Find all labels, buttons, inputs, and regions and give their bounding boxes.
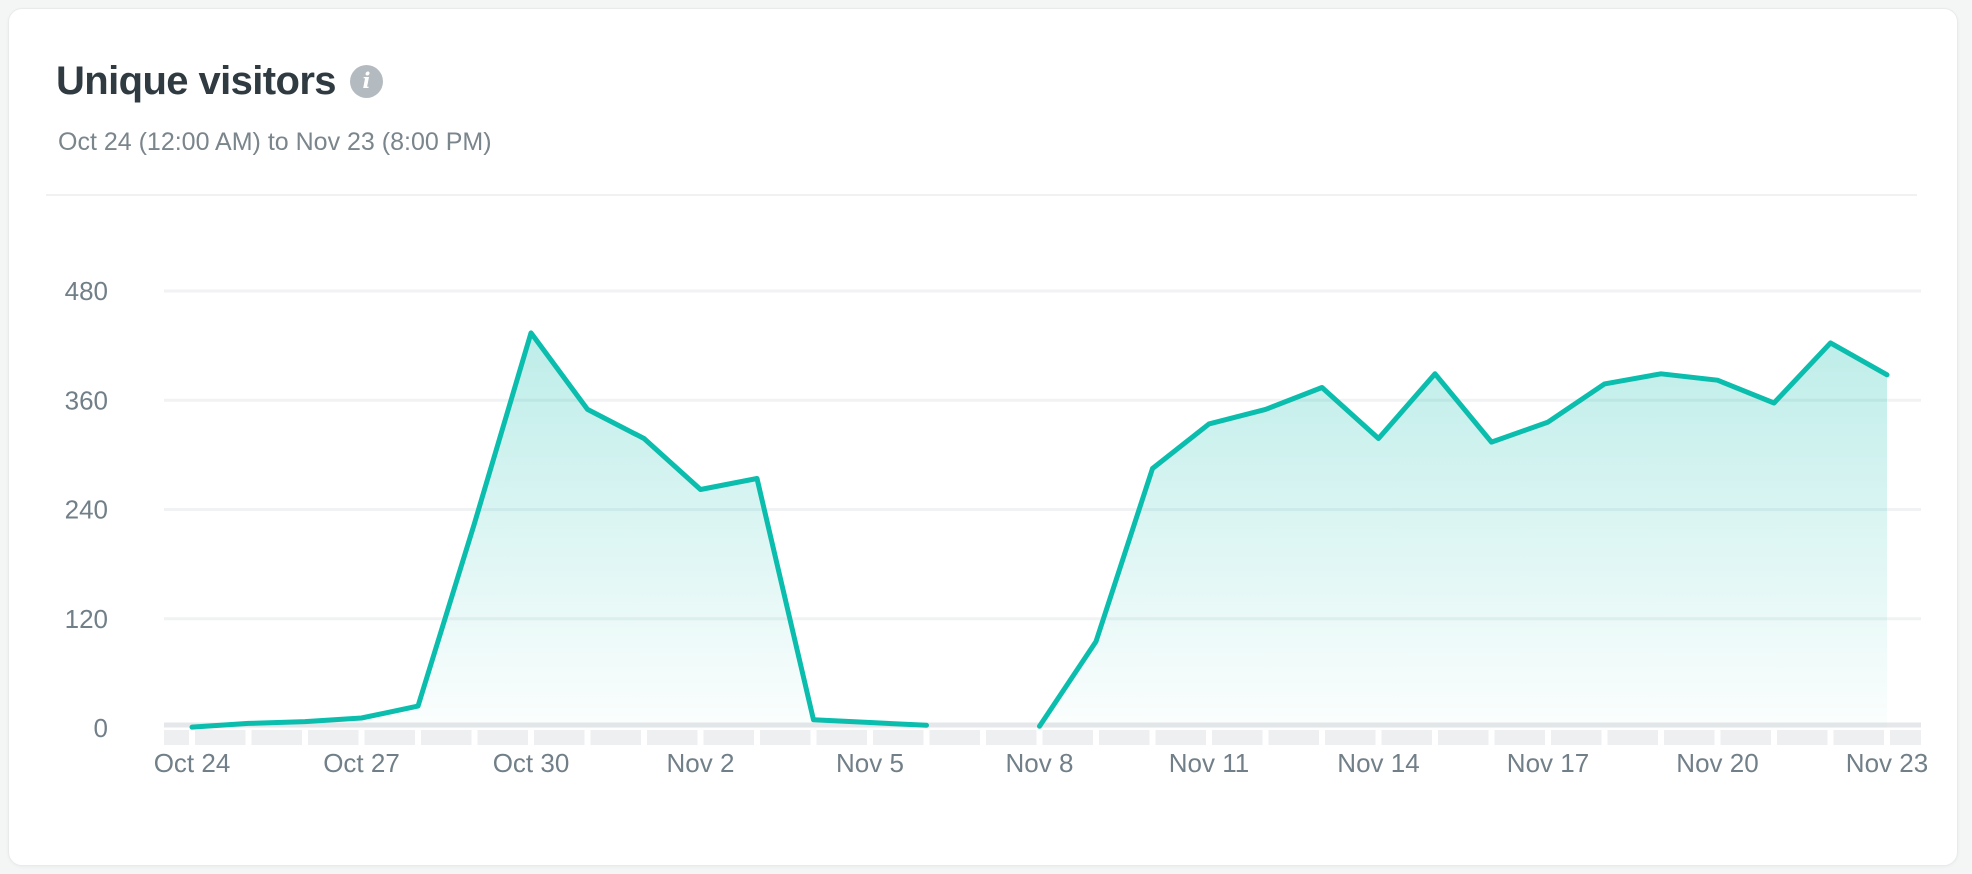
chart-x-label: Nov 20 bbox=[1676, 748, 1758, 778]
card-header: Unique visitors i bbox=[56, 59, 383, 103]
chart-tick bbox=[867, 729, 873, 746]
chart-tick bbox=[584, 729, 591, 746]
chart-x-label: Oct 24 bbox=[154, 748, 231, 778]
chart-y-label: 120 bbox=[65, 604, 108, 634]
chart-y-label: 480 bbox=[65, 276, 108, 306]
chart-x-label: Nov 5 bbox=[836, 748, 904, 778]
chart-tick bbox=[1545, 729, 1551, 746]
chart-tick bbox=[358, 729, 365, 746]
chart-tick bbox=[1375, 729, 1382, 746]
chart-y-label: 360 bbox=[65, 385, 108, 415]
chart-tick bbox=[1714, 729, 1721, 746]
chart-tick bbox=[1149, 729, 1156, 746]
chart-tick bbox=[1771, 729, 1777, 746]
chart-x-label: Nov 11 bbox=[1169, 748, 1249, 778]
chart-y-label: 0 bbox=[94, 713, 108, 743]
chart-tick bbox=[1488, 729, 1495, 746]
chart-tick bbox=[754, 729, 760, 746]
chart-tick bbox=[697, 729, 704, 746]
chart-tick bbox=[1432, 729, 1438, 746]
chart-x-label: Nov 17 bbox=[1507, 748, 1589, 778]
chart-x-label: Nov 14 bbox=[1337, 748, 1419, 778]
page-title: Unique visitors bbox=[56, 59, 337, 103]
chart-x-label: Nov 23 bbox=[1846, 748, 1928, 778]
unique-visitors-card: Unique visitors i Oct 24 (12:00 AM) to N… bbox=[8, 8, 1958, 866]
chart-x-label: Oct 30 bbox=[493, 748, 570, 778]
chart-line bbox=[1037, 340, 1890, 729]
chart-x-label: Nov 8 bbox=[1006, 748, 1074, 778]
chart-tick bbox=[415, 729, 421, 746]
info-icon[interactable]: i bbox=[349, 64, 383, 98]
chart-tick bbox=[641, 729, 647, 746]
chart-tick bbox=[1601, 729, 1608, 746]
chart-tick bbox=[528, 729, 534, 746]
chart-line bbox=[189, 330, 929, 730]
chart-tick bbox=[245, 729, 252, 746]
chart-tick bbox=[1206, 729, 1212, 746]
chart-tick bbox=[1262, 729, 1269, 746]
chart-tick bbox=[1036, 729, 1043, 746]
chart-tick bbox=[1827, 729, 1834, 746]
chart-area bbox=[1039, 342, 1887, 728]
chart-tick bbox=[980, 729, 986, 746]
chart-tick bbox=[189, 729, 195, 746]
chart-area bbox=[192, 332, 927, 728]
chart-x-label: Oct 27 bbox=[323, 748, 400, 778]
chart-tick bbox=[1884, 729, 1890, 746]
unique-visitors-chart[interactable]: 0 120 240 360 480 Oct 24 Oct 27 Oct 30 Nov 2 Nov … bbox=[9, 9, 1959, 867]
chart-canvas[interactable]: 0 120 240 360 480 Oct 24 Oct 27 Oct 30 Nov 2 Nov … bbox=[9, 9, 1959, 867]
chart-tick bbox=[1093, 729, 1099, 746]
chart-tick bbox=[471, 729, 478, 746]
chart-tick bbox=[810, 729, 817, 746]
header-divider bbox=[46, 194, 1917, 196]
chart-tick bbox=[302, 729, 308, 746]
chart-x-label: Nov 2 bbox=[667, 748, 735, 778]
chart-tick bbox=[1319, 729, 1325, 746]
chart-tick bbox=[1658, 729, 1664, 746]
chart-y-label: 240 bbox=[65, 495, 108, 525]
info-icon-glyph: i bbox=[362, 67, 371, 93]
date-range-subtitle: Oct 24 (12:00 AM) to Nov 23 (8:00 PM) bbox=[58, 128, 492, 156]
chart-tick bbox=[923, 729, 930, 746]
